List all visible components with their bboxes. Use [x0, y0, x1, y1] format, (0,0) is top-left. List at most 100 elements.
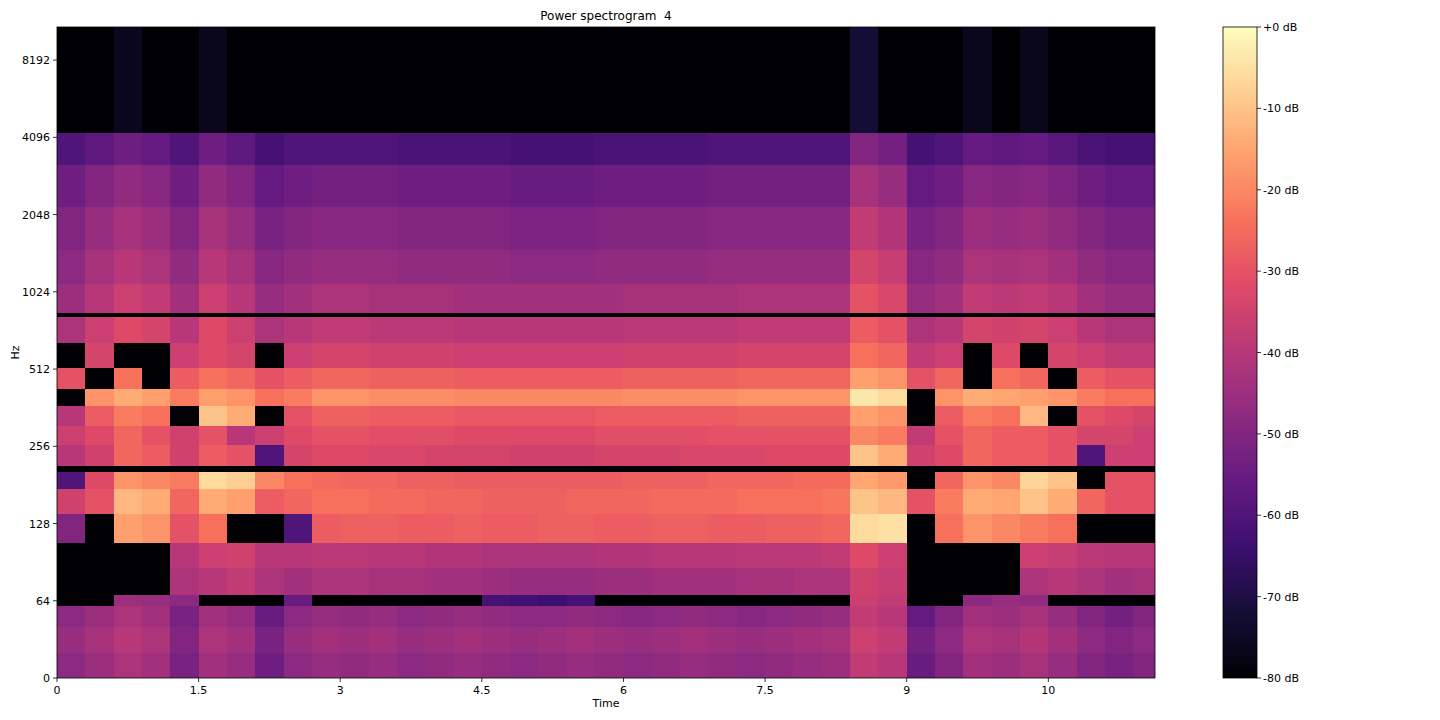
cell: [850, 388, 879, 405]
cell: [57, 317, 86, 343]
cell: [1020, 249, 1049, 284]
cell: [255, 207, 284, 250]
cell: [482, 367, 511, 389]
cell: [255, 568, 284, 595]
cell: [170, 465, 199, 471]
cell: [680, 284, 709, 313]
cell: [652, 313, 681, 318]
cell: [425, 425, 454, 445]
cell: [1077, 489, 1106, 514]
y-tick-label: 64: [36, 595, 50, 608]
cell: [907, 471, 936, 489]
cell: [85, 313, 114, 318]
cell: [510, 207, 539, 250]
cell: [878, 542, 907, 568]
cell: [992, 489, 1021, 514]
cell: [623, 317, 652, 343]
cell: [935, 606, 964, 627]
cell: [510, 165, 539, 207]
cell: [850, 165, 879, 207]
cell: [567, 388, 596, 405]
cell: [312, 465, 341, 471]
cell: [340, 445, 369, 466]
cell: [793, 405, 822, 425]
cell: [170, 594, 199, 606]
cell: [284, 342, 313, 367]
cell: [170, 542, 199, 568]
y-tick-label: 512: [29, 363, 50, 376]
cell: [850, 594, 879, 606]
cell: [963, 445, 992, 466]
cell: [1020, 626, 1049, 653]
cell: [57, 388, 86, 405]
cell: [482, 165, 511, 207]
cell: [1020, 653, 1049, 678]
cell: [114, 367, 143, 389]
cell: [340, 471, 369, 489]
cell: [1020, 425, 1049, 445]
cell: [1048, 465, 1077, 471]
cell: [567, 425, 596, 445]
cell: [935, 313, 964, 318]
cell: [397, 405, 426, 425]
cell: [567, 465, 596, 471]
cell: [1020, 342, 1049, 367]
cell: [1105, 313, 1134, 318]
cell: [708, 653, 737, 678]
x-tick-label: 0: [54, 684, 61, 697]
x-axis-label: Time: [592, 697, 620, 710]
cell: [963, 207, 992, 250]
cell: [227, 594, 256, 606]
cell: [765, 489, 794, 514]
cell: [708, 317, 737, 343]
cell: [793, 594, 822, 606]
cell: [708, 165, 737, 207]
cell: [822, 568, 851, 595]
cell: [878, 653, 907, 678]
cell: [255, 388, 284, 405]
cell: [567, 653, 596, 678]
colorbar-tick-label: +0 dB: [1263, 21, 1297, 34]
cell: [992, 626, 1021, 653]
cell: [708, 367, 737, 389]
cell: [57, 313, 86, 318]
cell: [170, 132, 199, 166]
cell: [255, 445, 284, 466]
cell: [142, 249, 171, 284]
cell: [312, 165, 341, 207]
cell: [623, 489, 652, 514]
cell: [708, 626, 737, 653]
cell: [623, 653, 652, 678]
cell: [765, 405, 794, 425]
cell: [567, 594, 596, 606]
x-tick-label: 10: [1041, 684, 1055, 697]
cell: [454, 284, 483, 313]
cell: [878, 388, 907, 405]
y-tick: [53, 523, 57, 524]
cell: [793, 514, 822, 544]
cell: [340, 367, 369, 389]
cell: [510, 249, 539, 284]
cell: [623, 594, 652, 606]
cell: [1020, 606, 1049, 627]
cell: [340, 465, 369, 471]
cell: [340, 594, 369, 606]
cell: [680, 367, 709, 389]
cell: [538, 165, 567, 207]
cell: [850, 342, 879, 367]
cell: [1020, 207, 1049, 250]
cell: [57, 284, 86, 313]
cell: [312, 606, 341, 627]
cell: [708, 465, 737, 471]
cell: [538, 514, 567, 544]
cell: [1048, 132, 1077, 166]
cell: [340, 27, 369, 133]
cell: [595, 489, 624, 514]
cell: [737, 367, 766, 389]
cell: [963, 606, 992, 627]
cell: [369, 367, 398, 389]
cell: [312, 514, 341, 544]
cell: [595, 249, 624, 284]
cell: [992, 568, 1021, 595]
cell: [1048, 249, 1077, 284]
